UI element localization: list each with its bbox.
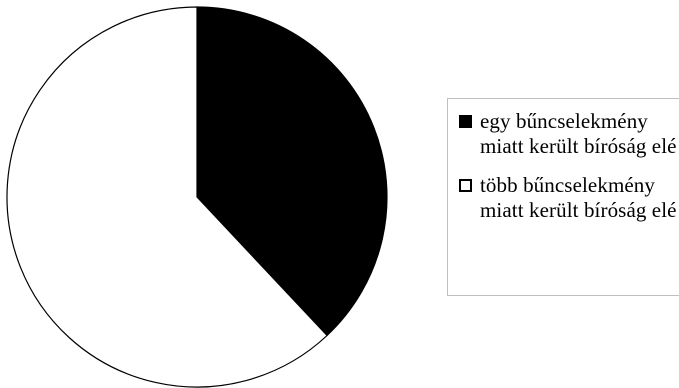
chart-legend: egy bűncselekmény miatt került bíróság e… [447,98,679,296]
legend-entry-multiple-offences: több bűncselekmény miatt került bíróság … [456,173,679,223]
legend-label-multiple-offences: több bűncselekmény miatt került bíróság … [480,173,677,222]
legend-entry-single-offence: egy bűncselekmény miatt került bíróság e… [456,109,679,159]
pie-slice-single-offence [196,6,388,337]
legend-swatch-single-offence [459,115,472,128]
pie-slice-multiple-offences [6,6,328,388]
legend-label-single-offence: egy bűncselekmény miatt került bíróság e… [480,109,677,158]
legend-swatch-multiple-offences [459,179,472,192]
